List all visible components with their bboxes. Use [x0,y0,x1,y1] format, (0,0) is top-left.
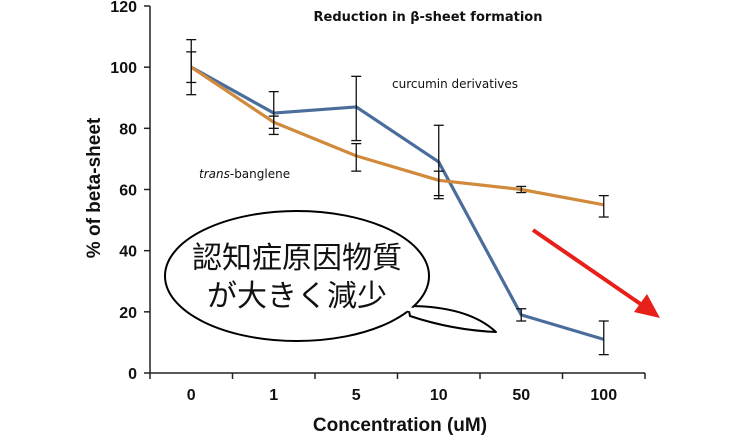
speech-bubble-body [164,210,430,342]
trans-banglene-label: trans-banglene [199,167,290,181]
error-bar-curcumin [598,320,609,356]
error-bar-curcumin [351,75,362,142]
y-tick-label: 80 [119,121,137,138]
arrow-shaft [531,228,644,307]
y-axis-title: % of beta-sheet [84,117,105,258]
speech-bubble-tail [407,305,497,333]
series-line-banglene [190,65,605,207]
error-bars [186,38,609,356]
series-line-curcumin [190,65,605,341]
y-tick-label: 100 [110,60,137,77]
speech-bubble-joint [401,306,419,316]
y-tick-label: 40 [119,244,137,261]
x-tick-label: 10 [430,387,448,404]
decrease-arrow [531,228,660,318]
error-bar-banglene [351,142,362,172]
arrow-head [634,294,660,318]
error-bar-banglene [598,194,609,218]
x-tick-label: 100 [590,387,617,404]
error-bar-banglene [433,170,444,197]
y-tick-labels: 0 20 40 60 80 100 120 [110,0,137,383]
error-bar-banglene [186,51,197,84]
curcumin-derivatives-label: curcumin derivatives [392,77,518,91]
y-tick-label: 120 [110,0,137,16]
y-tick-label: 0 [128,366,137,383]
trans-banglene-italic: trans [199,167,230,181]
x-tick-label: 1 [269,387,278,404]
x-tick-label: 0 [187,387,196,404]
callout-line-1: 認知症原因物質 [192,241,402,276]
chart-axes [144,5,646,379]
trans-banglene-rest: -banglene [230,167,290,181]
error-bar-curcumin [516,308,527,322]
callout-line-2: が大きく減少 [207,279,387,314]
x-tick-label: 5 [352,387,361,404]
speech-bubble: 認知症原因物質 が大きく減少 [164,210,497,342]
error-bar-banglene [516,185,527,194]
y-tick-label: 60 [119,183,137,200]
x-tick-label: 50 [512,387,530,404]
x-tick-labels: 0 1 5 10 50 100 [187,387,617,404]
data-series [190,65,605,341]
error-bar-banglene [268,115,279,129]
chart-title: Reduction in β-sheet formation [314,10,543,25]
x-axis-title: Concentration (uM) [313,415,487,436]
y-tick-label: 20 [119,305,137,322]
